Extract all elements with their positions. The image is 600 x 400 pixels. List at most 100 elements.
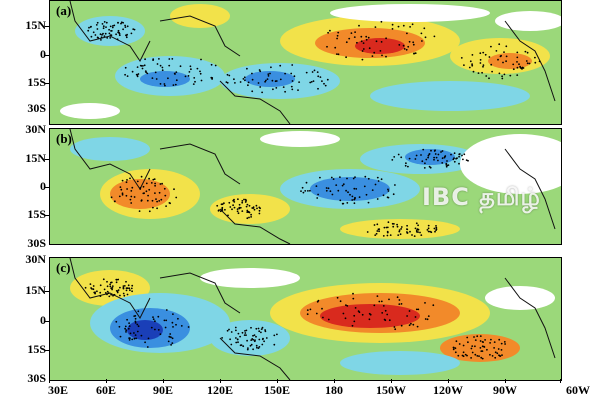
lat-tick (45, 215, 49, 216)
stipple-dot (254, 339, 256, 341)
stipple-dot (243, 198, 245, 201)
stipple-dot (353, 320, 356, 323)
stipple-dot (244, 330, 246, 332)
stipple-dot (291, 88, 294, 91)
panel-a: (a) (49, 0, 562, 125)
stipple-dot (297, 89, 299, 91)
stipple-dot (110, 293, 112, 296)
stipple-dot (458, 155, 460, 158)
stipple-dot (95, 24, 98, 26)
stipple-dot (248, 204, 251, 207)
stipple-dot (481, 357, 484, 360)
stipple-dot (377, 180, 380, 182)
stipple-dot (424, 302, 426, 304)
stipple-dot (315, 312, 318, 315)
stipple-dot (221, 337, 224, 339)
stipple-dot (305, 71, 308, 74)
stipple-dot (417, 231, 419, 233)
stipple-dot (187, 326, 190, 328)
stipple-dot (414, 158, 417, 160)
stipple-dot (117, 278, 120, 281)
stipple-dot (118, 195, 121, 198)
stipple-dot (291, 64, 294, 66)
stipple-dot (110, 281, 112, 284)
stipple-dot (161, 182, 163, 185)
stipple-dot (405, 48, 408, 51)
stipple-dot (103, 21, 106, 23)
stipple-dot (105, 26, 107, 28)
stipple-dot (387, 190, 390, 192)
stipple-dot (516, 61, 518, 63)
stipple-dot (321, 307, 323, 310)
stipple-dot (134, 334, 137, 336)
stipple-dot (474, 353, 477, 356)
stipple-dot (154, 328, 156, 331)
stipple-dot (245, 329, 248, 332)
stipple-dot (432, 304, 435, 307)
stipple-dot (398, 44, 401, 46)
stipple-dot (361, 313, 364, 316)
stipple-dot (172, 84, 175, 86)
stipple-dot (126, 75, 129, 77)
stipple-dot (500, 349, 503, 351)
stipple-dot (279, 64, 282, 67)
stipple-dot (411, 23, 414, 26)
stipple-dot (414, 227, 417, 230)
stipple-dot (433, 156, 435, 159)
stipple-dot (120, 188, 123, 191)
stipple-dot (152, 318, 155, 321)
stipple-dot (150, 326, 153, 329)
stipple-dot (458, 162, 460, 165)
stipple-dot (367, 201, 370, 204)
stipple-dot (263, 340, 265, 343)
stipple-dot (397, 153, 400, 156)
stipple-dot (187, 75, 190, 77)
stipple-dot (376, 230, 379, 232)
stipple-dot (424, 162, 426, 165)
stipple-dot (99, 295, 102, 297)
stipple-dot (115, 278, 118, 281)
stipple-dot (111, 285, 114, 287)
lon-tick (334, 379, 335, 383)
lon-label: 60W (566, 383, 590, 397)
stipple-dot (102, 25, 105, 28)
stipple-dot (255, 344, 258, 347)
stipple-dot (352, 177, 355, 180)
stipple-dot (368, 318, 371, 321)
stipple-dot (130, 32, 133, 35)
stipple-dot (482, 65, 484, 68)
stipple-dot (246, 67, 248, 70)
stipple-dot (190, 68, 192, 71)
stipple-dot (503, 73, 506, 76)
stipple-dot (118, 34, 121, 37)
stipple-dot (264, 329, 266, 331)
stipple-dot (130, 287, 133, 290)
stipple-dot (317, 75, 320, 78)
stipple-dot (109, 283, 111, 286)
stipple-dot (427, 156, 429, 159)
stipple-dot (125, 287, 128, 290)
stipple-dot (226, 329, 229, 332)
stipple-dot (400, 228, 402, 230)
stipple-dot (159, 83, 162, 85)
stipple-dot (241, 200, 244, 202)
stipple-dot (412, 323, 415, 326)
stipple-dot (87, 29, 90, 32)
stipple-dot (452, 348, 455, 351)
stipple-dot (108, 28, 110, 31)
stipple-dot (516, 51, 519, 54)
panel-c-map (50, 258, 561, 380)
stipple-dot (96, 290, 98, 293)
stipple-dot (256, 346, 258, 349)
stipple-dot (486, 348, 488, 351)
stipple-dot (131, 338, 134, 341)
stipple-dot (423, 27, 426, 30)
stipple-dot (481, 71, 483, 74)
stipple-dot (140, 334, 143, 337)
stipple-dot (480, 356, 483, 359)
stipple-dot (493, 347, 495, 349)
stipple-dot (393, 326, 396, 328)
stipple-dot (127, 284, 130, 287)
stipple-dot (270, 66, 272, 69)
lon-tick (163, 379, 164, 383)
